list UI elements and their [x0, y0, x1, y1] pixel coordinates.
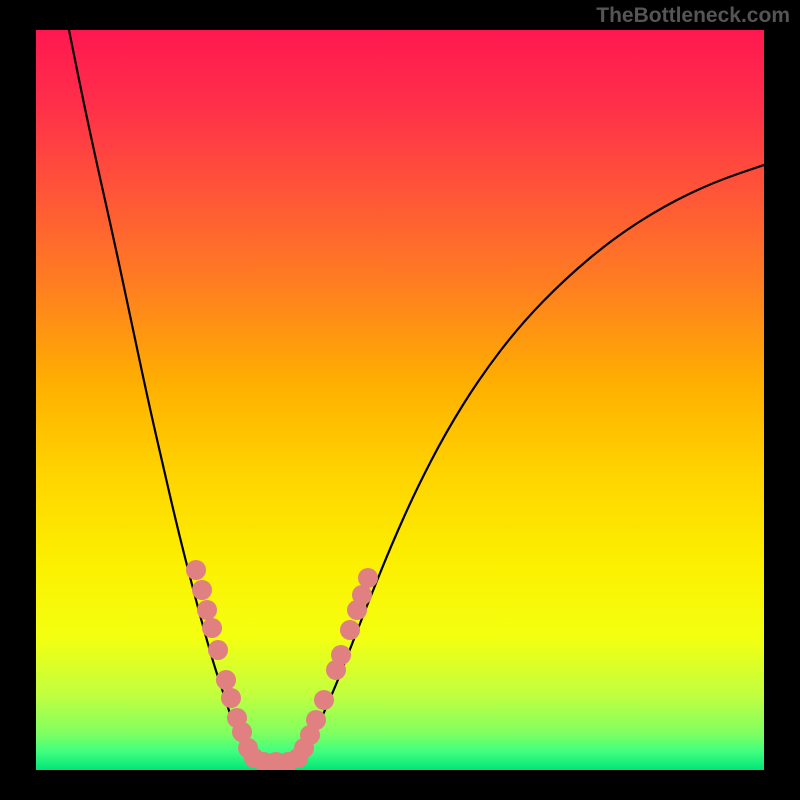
data-marker [197, 600, 217, 620]
chart-container: TheBottleneck.com [0, 0, 800, 800]
watermark-text: TheBottleneck.com [596, 4, 790, 28]
curve-overlay [36, 30, 764, 770]
data-marker [186, 560, 206, 580]
data-marker [306, 710, 326, 730]
data-marker [314, 690, 334, 710]
data-marker [202, 618, 222, 638]
data-marker [331, 645, 351, 665]
data-marker [221, 688, 241, 708]
data-marker [352, 585, 372, 605]
data-marker [340, 620, 360, 640]
data-marker [358, 568, 378, 588]
plot-area [36, 30, 764, 770]
data-marker [208, 640, 228, 660]
data-marker [216, 670, 236, 690]
data-marker [192, 580, 212, 600]
v-curve [69, 30, 764, 762]
